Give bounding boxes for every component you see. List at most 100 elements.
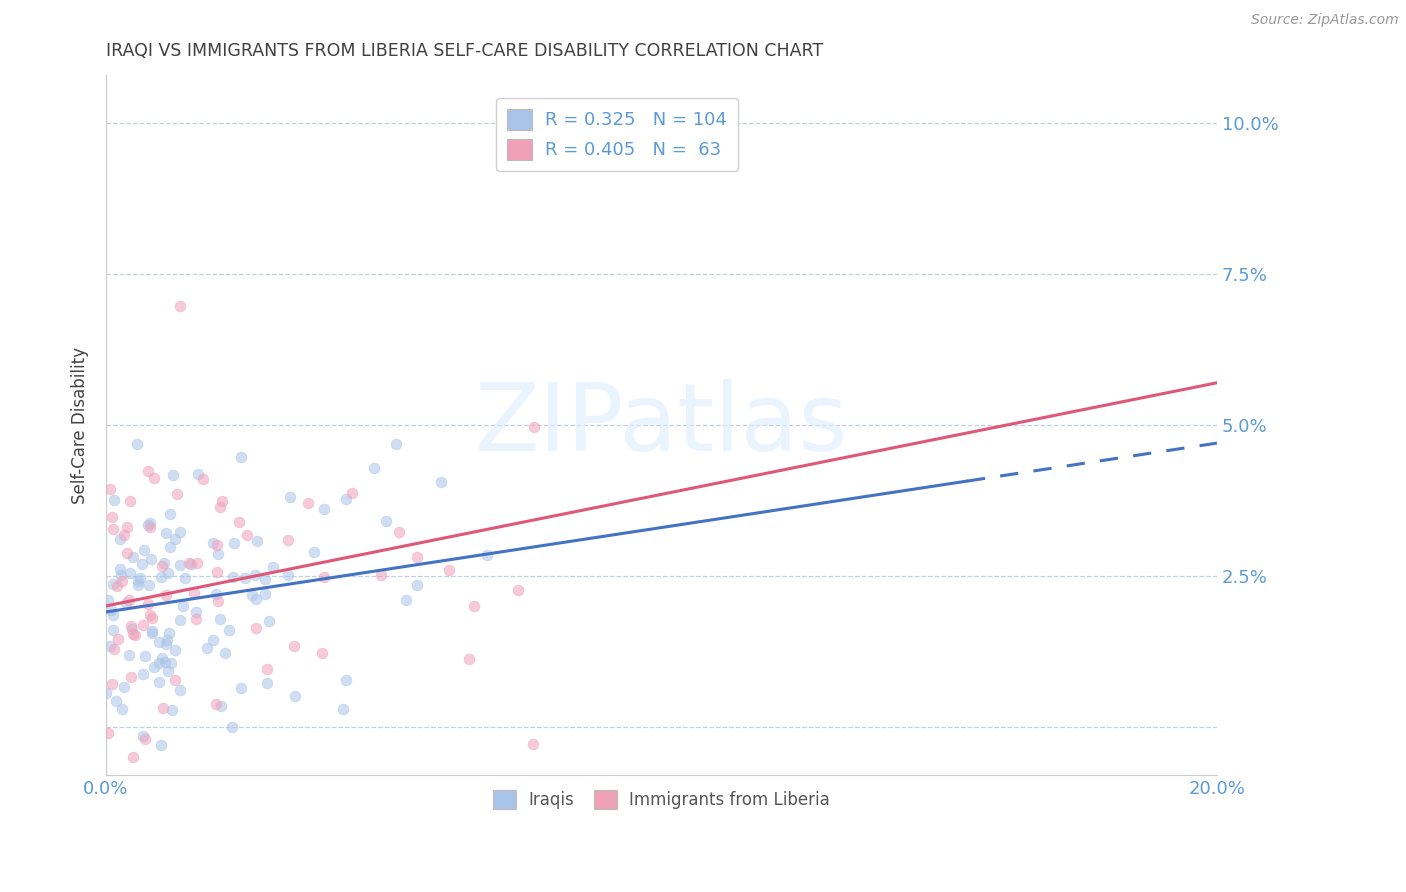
Point — [114, 596, 136, 610]
Point — [245, 591, 267, 606]
Point — [256, 662, 278, 676]
Point — [127, 574, 149, 588]
Point — [159, 657, 181, 671]
Point — [155, 589, 177, 603]
Point — [148, 656, 170, 670]
Point — [155, 655, 177, 669]
Point — [120, 618, 142, 632]
Point — [121, 622, 143, 636]
Point — [150, 569, 173, 583]
Point — [202, 633, 225, 648]
Point — [240, 588, 263, 602]
Point — [141, 626, 163, 640]
Point — [370, 568, 392, 582]
Point — [211, 493, 233, 508]
Point — [103, 642, 125, 657]
Point — [283, 689, 305, 703]
Point — [138, 578, 160, 592]
Point — [256, 676, 278, 690]
Point — [152, 557, 174, 571]
Point — [233, 571, 256, 585]
Point — [277, 567, 299, 582]
Point — [277, 533, 299, 548]
Point — [111, 702, 134, 716]
Point — [165, 643, 187, 657]
Point — [94, 686, 117, 700]
Point — [143, 471, 166, 485]
Point — [363, 461, 385, 475]
Point — [172, 599, 194, 613]
Point — [463, 599, 485, 614]
Point — [207, 565, 229, 579]
Point — [335, 492, 357, 507]
Point — [314, 570, 336, 584]
Point — [139, 516, 162, 530]
Point — [122, 627, 145, 641]
Point — [169, 299, 191, 313]
Point — [395, 592, 418, 607]
Point — [522, 738, 544, 752]
Point — [174, 571, 197, 585]
Legend: Iraqis, Immigrants from Liberia: Iraqis, Immigrants from Liberia — [486, 783, 837, 815]
Point — [103, 607, 125, 622]
Point — [131, 558, 153, 572]
Point — [97, 725, 120, 739]
Point — [246, 533, 269, 548]
Point — [118, 566, 141, 581]
Point — [165, 532, 187, 546]
Point — [311, 646, 333, 660]
Point — [136, 518, 159, 533]
Point — [314, 502, 336, 516]
Point — [132, 666, 155, 681]
Point — [458, 652, 481, 666]
Point — [180, 557, 202, 571]
Point — [132, 542, 155, 557]
Point — [209, 500, 232, 514]
Point — [112, 528, 135, 542]
Point — [163, 673, 186, 687]
Point — [191, 472, 214, 486]
Point — [132, 729, 155, 743]
Point — [283, 639, 305, 653]
Point — [218, 624, 240, 638]
Point — [214, 647, 236, 661]
Point — [131, 617, 153, 632]
Point — [108, 532, 131, 546]
Point — [148, 635, 170, 649]
Point — [157, 566, 180, 580]
Point — [388, 525, 411, 540]
Point — [134, 732, 156, 747]
Point — [209, 698, 232, 713]
Point — [149, 738, 172, 752]
Point — [121, 550, 143, 565]
Point — [169, 558, 191, 572]
Point — [101, 623, 124, 637]
Point — [207, 538, 229, 552]
Point — [124, 628, 146, 642]
Point — [121, 749, 143, 764]
Point — [204, 697, 226, 711]
Point — [229, 681, 252, 695]
Point — [506, 582, 529, 597]
Point — [98, 639, 121, 653]
Point — [184, 605, 207, 619]
Point — [202, 535, 225, 549]
Point — [134, 649, 156, 664]
Point — [221, 720, 243, 734]
Point — [245, 621, 267, 635]
Point — [103, 493, 125, 508]
Point — [222, 570, 245, 584]
Point — [169, 524, 191, 539]
Point — [297, 495, 319, 509]
Point — [108, 562, 131, 576]
Y-axis label: Self-Care Disability: Self-Care Disability — [72, 346, 89, 503]
Point — [139, 607, 162, 622]
Point — [100, 603, 122, 617]
Point — [100, 509, 122, 524]
Point — [128, 572, 150, 586]
Point — [228, 516, 250, 530]
Point — [100, 677, 122, 691]
Point — [278, 490, 301, 504]
Point — [150, 650, 173, 665]
Point — [231, 450, 253, 464]
